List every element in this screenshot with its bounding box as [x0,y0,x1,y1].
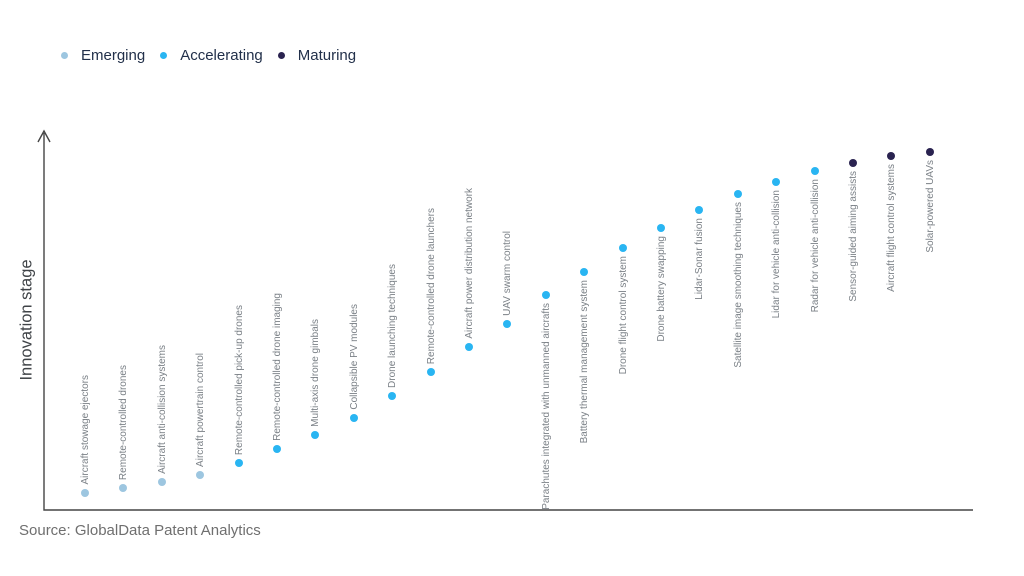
legend-label-emerging: Emerging [81,47,146,64]
data-point [657,223,665,232]
data-point [503,319,512,328]
point-label: Parachutes integrated with unmanned airc… [540,303,552,510]
point-label: Aircraft power distribution network [464,188,475,339]
point-label: Remote-controlled drones [118,365,130,481]
data-point [388,392,397,401]
data-point [426,368,435,377]
data-point [772,177,781,186]
legend-item-emerging: Emerging [61,47,145,64]
point-label: UAV swarm control [502,231,514,316]
data-point [465,342,473,351]
data-point [618,243,627,252]
maturing-dot-icon [277,52,285,59]
point-label: Solar-powered UAVs [924,159,936,253]
data-point [810,166,819,175]
accelerating-dot-icon [160,52,168,59]
point-label: Battery thermal management system [579,280,591,444]
axis-lines [43,133,973,511]
emerging-dot-icon [61,52,68,59]
point-label: Aircraft stowage ejectors [80,375,91,485]
legend: Emerging Accelerating Maturing [61,47,356,64]
point-label: Multi-axis drone gimbals [310,319,322,428]
legend-label-accelerating: Accelerating [180,47,263,64]
legend-item-maturing: Maturing [277,47,357,64]
point-label: Aircraft flight control systems [886,163,898,292]
data-point [273,445,281,454]
data-point [733,189,742,198]
point-label: Lidar for vehicle anti-collision [771,189,783,319]
legend-item-accelerating: Accelerating [160,47,263,64]
data-point [695,205,704,214]
source-note: Source: GlobalData Patent Analytics [19,522,261,539]
data-point [541,291,550,299]
point-label: Collapsible PV modules [348,304,360,411]
data-point [81,488,89,497]
data-point [157,477,166,486]
point-label: Sensor-guided aiming assists [848,170,859,302]
point-label: Remote-controlled drone imaging [272,293,283,442]
data-point [234,458,243,467]
point-label: Aircraft powertrain control [195,353,207,467]
point-label: Drone flight control system [617,255,629,375]
legend-label-maturing: Maturing [297,47,357,64]
y-axis-arrow-icon [37,129,51,143]
data-point [349,414,358,423]
data-point [580,268,589,277]
data-point [311,431,320,440]
data-point [925,147,934,156]
point-label: Lidar-Sonar fusion [694,217,706,300]
y-axis-title: Innovation stage [17,259,36,381]
point-label: Drone battery swapping [656,235,667,342]
point-label: Drone launching techniques [387,264,399,389]
point-label: Radar for vehicle anti-collision [809,178,821,313]
point-label: Remote-controlled pick-up drones [233,304,245,455]
point-label: Aircraft anti-collision systems [156,344,168,474]
point-label: Satellite image smoothing techniques [732,201,744,368]
data-point [887,151,896,160]
data-point [196,470,205,479]
point-label: Remote-controlled drone launchers [425,207,437,365]
data-point [849,158,857,167]
data-point [119,484,128,493]
